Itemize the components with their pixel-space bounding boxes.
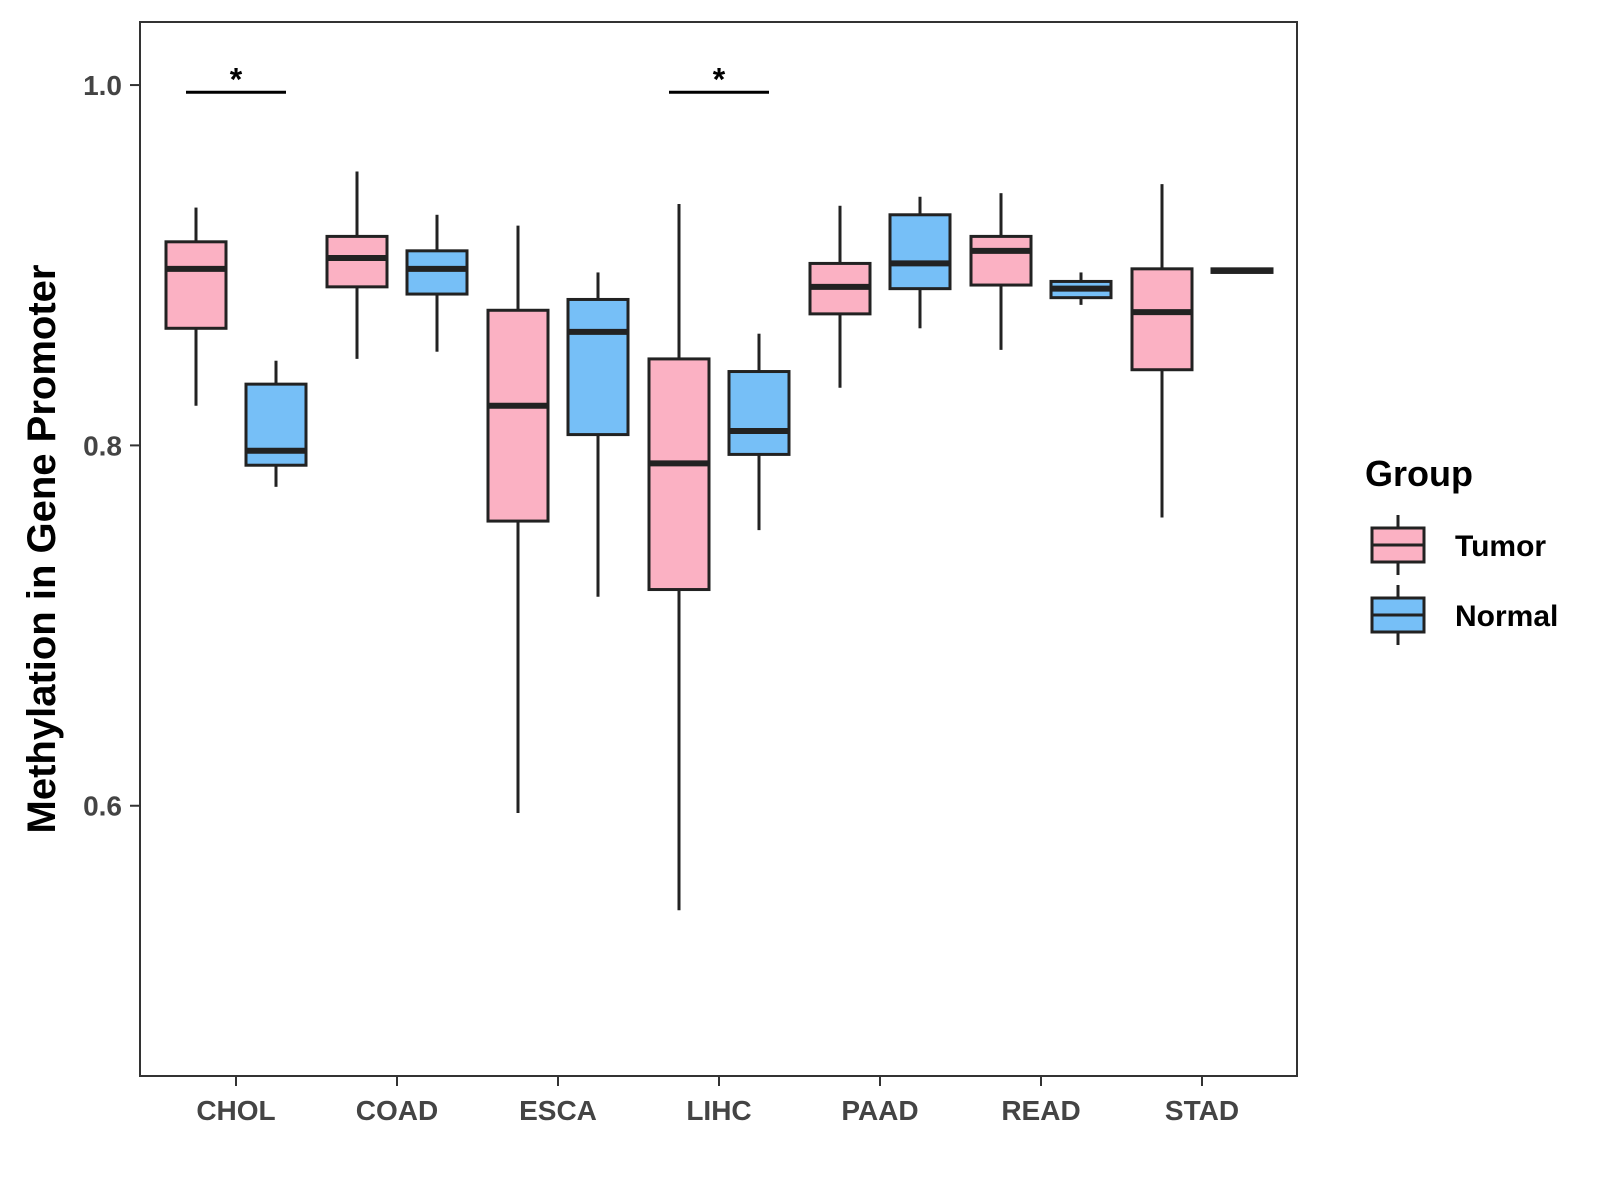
plot-panel [139, 21, 1298, 1077]
y-tick-label: 1.0 [83, 70, 122, 101]
legend-label: Tumor [1455, 530, 1546, 563]
significance-label: * [230, 61, 243, 97]
box-coad-tumor [325, 171, 389, 359]
box-body [405, 249, 469, 296]
x-tick-label: ESCA [519, 1095, 597, 1126]
x-tick-label: READ [1001, 1095, 1080, 1126]
box-paad-tumor [808, 205, 872, 388]
x-tick-label: STAD [1165, 1095, 1239, 1126]
legend-entry-tumor: Tumor [1370, 515, 1546, 575]
x-tick-label: CHOL [196, 1095, 275, 1126]
box-body [164, 240, 228, 330]
x-tick-label: LIHC [686, 1095, 751, 1126]
box-body [969, 234, 1033, 287]
box-body [566, 297, 630, 437]
box-body [888, 213, 952, 291]
box-coad-normal [405, 214, 469, 352]
box-body [727, 370, 791, 456]
legend: Group Tumor Normal [1365, 453, 1558, 645]
box-lihc-tumor [647, 203, 711, 911]
y-tick-label: 0.6 [83, 791, 122, 822]
box-esca-normal [566, 272, 630, 597]
box-stad-normal [1210, 267, 1274, 274]
x-tick-label: PAAD [841, 1095, 918, 1126]
y-axis-title: Methylation in Gene Promoter [20, 265, 64, 834]
box-chol-tumor [164, 207, 228, 406]
box-esca-tumor [486, 225, 550, 813]
box-paad-normal [888, 196, 952, 329]
x-tick-label: COAD [356, 1095, 438, 1126]
legend-entry-normal: Normal [1370, 585, 1558, 645]
significance-label: * [713, 61, 726, 97]
box-body [647, 357, 711, 592]
legend-title: Group [1365, 453, 1473, 494]
box-body [1130, 267, 1194, 372]
box-read-normal [1049, 272, 1113, 305]
box-lihc-normal [727, 333, 791, 531]
box-body [486, 308, 550, 523]
legend-label: Normal [1455, 600, 1558, 633]
box-body [325, 234, 389, 289]
box-stad-tumor [1130, 184, 1194, 518]
y-tick-label: 0.8 [83, 430, 122, 461]
box-chol-normal [244, 360, 308, 487]
box-read-tumor [969, 193, 1033, 350]
